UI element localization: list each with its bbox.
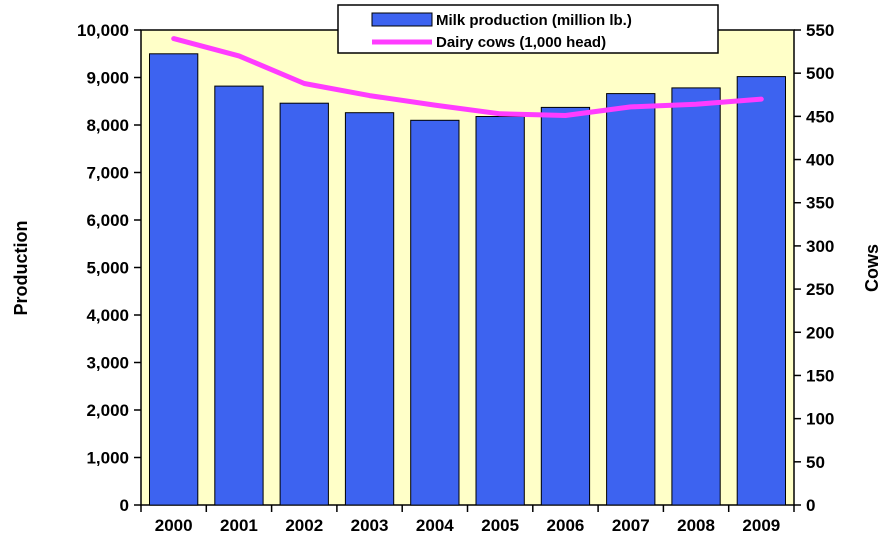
left-tick-label: 0	[120, 496, 129, 515]
x-tick-label-2004: 2004	[416, 516, 454, 535]
bar-2000	[149, 53, 199, 506]
right-tick-label: 350	[806, 194, 834, 213]
right-tick-label: 450	[806, 107, 834, 126]
bar-2003	[344, 112, 395, 506]
right-tick-label: 300	[806, 237, 834, 256]
x-tick-label-2003: 2003	[351, 516, 389, 535]
bar-2007	[606, 93, 656, 506]
left-tick-label: 6,000	[86, 211, 129, 230]
right-tick-label: 400	[806, 151, 834, 170]
bar-2001	[214, 85, 264, 506]
left-tick-label: 7,000	[86, 164, 129, 183]
line-group	[171, 36, 764, 118]
bar-2006	[540, 106, 591, 506]
x-tick-label-2007: 2007	[612, 516, 650, 535]
x-tick-label-2001: 2001	[220, 516, 258, 535]
right-tick-label: 0	[806, 496, 815, 515]
left-tick-label: 1,000	[86, 449, 129, 468]
left-axis: 0 1,000 2,000 3,000 4,000 5,000 6,000 7,000 8,00…	[77, 21, 141, 515]
left-tick-label: 5,000	[86, 259, 129, 278]
x-axis: 2000 2001 2002 2003 2004 2005 2006 2007 2008 2009	[140, 505, 795, 535]
x-tick-label-2006: 2006	[547, 516, 585, 535]
x-tick-label-2009: 2009	[742, 516, 780, 535]
x-tick-label-2002: 2002	[285, 516, 323, 535]
x-tick-label-2005: 2005	[481, 516, 519, 535]
bar-2008	[671, 87, 721, 506]
right-tick-label: 50	[806, 453, 825, 472]
line-dairy-cows	[171, 36, 764, 118]
bars-group	[149, 53, 787, 506]
left-tick-label: 3,000	[86, 354, 129, 373]
right-tick-label: 250	[806, 280, 834, 299]
y-axis-left-title: Production	[11, 221, 31, 316]
x-tick-label-2008: 2008	[677, 516, 715, 535]
bar-2002	[279, 102, 329, 506]
legend-label-bar: Milk production (million lb.)	[436, 12, 632, 29]
left-tick-label: 4,000	[86, 306, 129, 325]
right-tick-label: 200	[806, 323, 834, 342]
bar-2005	[475, 116, 525, 506]
left-tick-label: 9,000	[86, 69, 129, 88]
legend: Milk production (million lb.) Dairy cows…	[337, 4, 719, 54]
left-tick-label: 8,000	[86, 116, 129, 135]
right-tick-label: 150	[806, 366, 834, 385]
right-axis: 0 50 100 150 200 250 300 350 400 450 500 550	[794, 21, 834, 515]
left-tick-label: 2,000	[86, 401, 129, 420]
x-tick-label-2000: 2000	[155, 516, 193, 535]
bar-2004	[410, 119, 460, 506]
right-tick-label: 500	[806, 64, 834, 83]
right-tick-label: 550	[806, 21, 834, 40]
legend-label-line: Dairy cows (1,000 head)	[436, 34, 606, 51]
bar-2009	[736, 76, 787, 506]
legend-swatch-bar	[371, 12, 433, 27]
left-tick-label: 10,000	[77, 21, 129, 40]
right-tick-label: 100	[806, 410, 834, 429]
y-axis-right-title: Cows	[862, 244, 882, 292]
